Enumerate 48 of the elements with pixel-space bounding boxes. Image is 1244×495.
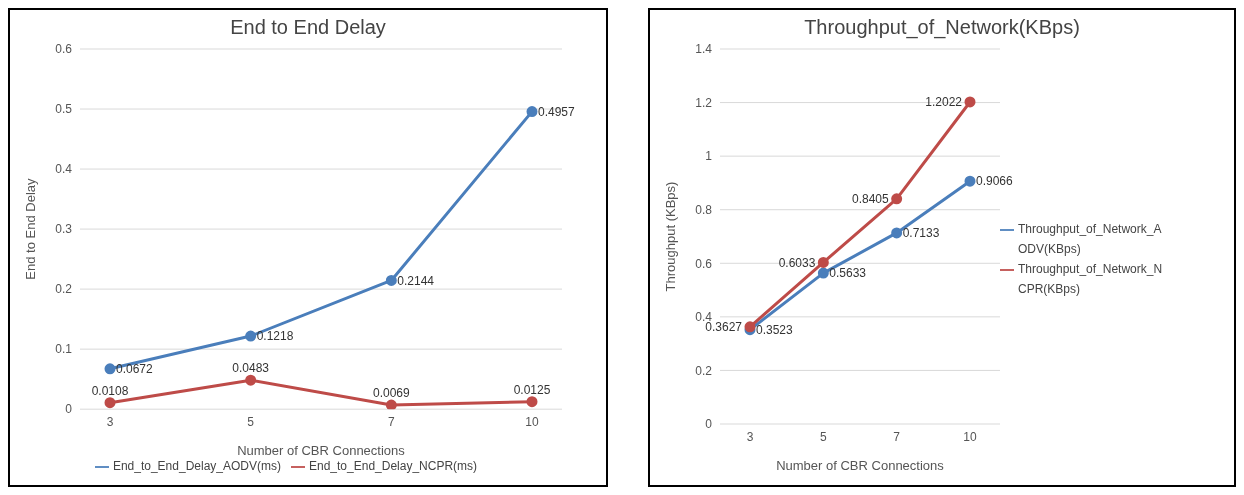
data-label: 0.9066 xyxy=(976,174,1014,189)
data-label: 0.7133 xyxy=(902,226,940,241)
data-label: 0.4957 xyxy=(538,104,576,119)
data-label: 0.3523 xyxy=(756,322,794,337)
data-label: 0.0672 xyxy=(116,362,154,377)
data-label: 0.0108 xyxy=(91,383,129,398)
x-tick-label: 7 xyxy=(893,429,901,444)
y-tick-label: 0.6 xyxy=(55,42,73,57)
y-tick-label: 0.4 xyxy=(55,162,73,177)
x-tick-label: 5 xyxy=(819,429,827,444)
y-tick-label: 1.4 xyxy=(695,42,713,57)
data-label: 0.0483 xyxy=(232,361,270,376)
y-tick-label: 0.2 xyxy=(55,282,73,297)
legend-label: Throughput_of_Network_AODV(KBps) xyxy=(1018,221,1163,258)
legend-label: Throughput_of_Network_NCPR(KBps) xyxy=(1018,261,1164,298)
y-tick-label: 0.5 xyxy=(55,102,73,117)
x-tick-label: 3 xyxy=(106,414,114,429)
y-tick-label: 1 xyxy=(705,149,713,164)
x-axis-title: Number of CBR Connections xyxy=(776,458,945,473)
chart-title: End to End Delay xyxy=(229,16,387,39)
y-axis-title: End to End Delay xyxy=(22,178,38,280)
x-tick-label: 7 xyxy=(387,414,395,429)
y-tick-label: 0.6 xyxy=(695,256,713,271)
legend-label: End_to_End_Delay_AODV(ms) xyxy=(112,459,281,474)
data-label: 0.6033 xyxy=(778,255,816,270)
y-tick-label: 0.2 xyxy=(695,363,713,378)
data-label: 0.0069 xyxy=(372,386,411,401)
data-label: 0.3627 xyxy=(705,320,743,335)
y-tick-label: 0.3 xyxy=(55,222,73,237)
y-tick-label: 1.2 xyxy=(695,95,713,110)
x-tick-label: 10 xyxy=(525,414,539,429)
y-axis-title: Throughput (KBps) xyxy=(662,181,678,292)
y-tick-label: 0 xyxy=(65,402,73,417)
y-tick-label: 0.8 xyxy=(695,202,713,217)
x-tick-label: 3 xyxy=(746,429,754,444)
data-label: 0.8405 xyxy=(851,192,889,207)
y-tick-label: 0.1 xyxy=(55,342,73,357)
x-axis-title: Number of CBR Connections xyxy=(237,443,406,459)
data-label: 0.5633 xyxy=(829,266,867,281)
legend-label: End_to_End_Delay_NCPR(ms) xyxy=(309,459,478,474)
data-label: 1.2022 xyxy=(925,95,963,110)
data-label: 0.1218 xyxy=(256,329,294,344)
x-tick-label: 5 xyxy=(247,414,255,429)
y-tick-label: 0 xyxy=(705,417,713,432)
data-label: 0.0125 xyxy=(513,382,551,397)
chart-title: Throughput_of_Network(KBps) xyxy=(803,16,1081,39)
x-tick-label: 10 xyxy=(963,429,977,444)
data-label: 0.2144 xyxy=(397,273,435,288)
